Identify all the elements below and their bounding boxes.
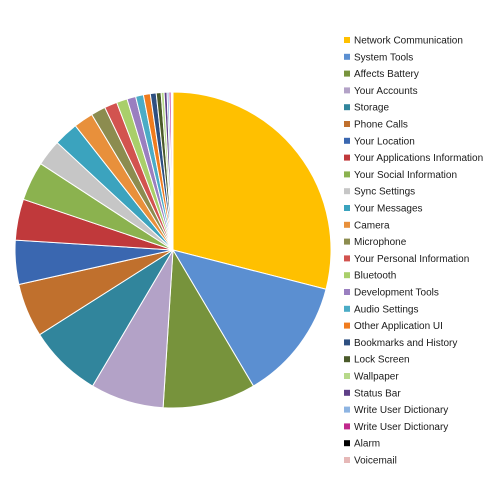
legend-label-14: Bluetooth (354, 271, 396, 282)
legend-swatch-23 (344, 423, 350, 430)
legend-label-21: Status Bar (354, 388, 401, 399)
legend-swatch-19 (344, 356, 350, 363)
legend-swatch-22 (344, 406, 350, 413)
legend-swatch-24 (344, 440, 350, 447)
legend-swatch-10 (344, 205, 350, 211)
legend-swatch-9 (344, 188, 350, 195)
pie-slice-25 (171, 91, 174, 251)
legend-label-7: Your Applications Information (354, 153, 483, 164)
legend-label-25: Voicemail (354, 456, 397, 467)
legend-label-5: Phone Calls (354, 120, 408, 131)
legend-label-11: Camera (354, 220, 390, 231)
legend-label-15: Development Tools (354, 288, 439, 299)
legend-label-23: Write User Dictionary (354, 422, 448, 433)
legend-swatch-3 (344, 87, 350, 94)
legend-label-4: Storage (354, 103, 389, 114)
legend-label-19: Lock Screen (354, 355, 410, 366)
legend-label-10: Your Messages (354, 204, 423, 215)
legend-label-9: Sync Settings (354, 187, 415, 198)
legend-swatch-21 (344, 389, 350, 396)
pie-slice-1 (171, 249, 327, 387)
legend-swatch-20 (344, 373, 350, 379)
legend-label-3: Your Accounts (354, 86, 418, 97)
legend-label-8: Your Social Information (354, 170, 457, 181)
legend-label-1: System Tools (354, 52, 413, 63)
legend-swatch-2 (344, 70, 350, 77)
legend-label-22: Write User Dictionary (354, 405, 448, 416)
legend-label-0: Network Communication (354, 36, 463, 47)
legend-swatch-7 (344, 154, 350, 161)
pie-slice-2 (162, 248, 255, 409)
legend-label-6: Your Location (354, 136, 415, 147)
legend-swatch-25 (344, 457, 350, 463)
legend-swatch-6 (344, 137, 350, 144)
legend-label-13: Your Personal Information (354, 254, 469, 265)
legend-swatch-0 (344, 37, 350, 43)
legend-swatch-8 (344, 171, 350, 178)
legend-swatch-13 (344, 255, 350, 262)
pie-slices (14, 91, 332, 409)
legend-swatch-16 (344, 305, 350, 312)
legend-label-17: Other Application UI (354, 321, 443, 332)
legend-swatch-5 (344, 121, 350, 127)
legend-label-16: Audio Settings (354, 304, 419, 315)
legend-label-12: Microphone (354, 237, 407, 248)
legend-swatch-12 (344, 238, 350, 245)
legend-label-2: Affects Battery (354, 69, 419, 80)
legend-label-20: Wallpaper (354, 372, 399, 383)
legend: Network Communication System Tools Affects… (344, 36, 483, 467)
legend-swatch-17 (344, 322, 350, 329)
legend-label-24: Alarm (354, 439, 380, 450)
legend-swatch-11 (344, 221, 350, 228)
legend-swatch-4 (344, 104, 350, 111)
legend-label-18: Bookmarks and History (354, 338, 457, 349)
legend-swatch-18 (344, 339, 350, 346)
legend-swatch-1 (344, 53, 350, 60)
legend-swatch-14 (344, 272, 350, 279)
legend-swatch-15 (344, 289, 350, 295)
pie-slice-0 (172, 91, 332, 290)
